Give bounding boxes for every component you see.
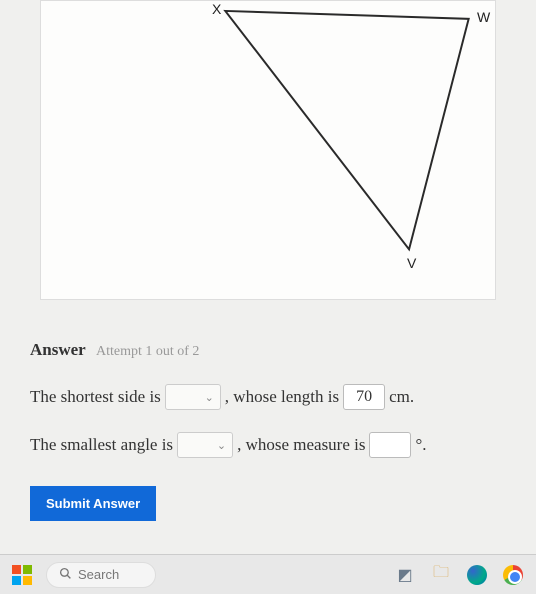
shortest-side-line: The shortest side is ⌄ , whose length is… [30, 384, 506, 410]
smallest-angle-select[interactable]: ⌄ [177, 432, 233, 458]
taskbar: Search ◩ 🗀 [0, 554, 536, 594]
line2-prefix: The smallest angle is [30, 435, 173, 455]
file-explorer-icon[interactable]: 🗀 [430, 564, 452, 586]
line1-mid: , whose length is [225, 387, 339, 407]
figure-panel: X W V [40, 0, 496, 300]
line2-unit: °. [415, 435, 426, 455]
answer-label: Answer [30, 340, 86, 359]
length-input[interactable]: 70 [343, 384, 385, 410]
search-placeholder: Search [78, 567, 119, 582]
chevron-down-icon: ⌄ [205, 391, 214, 404]
attempt-text: Attempt 1 out of 2 [96, 344, 199, 359]
task-view-icon[interactable]: ◩ [394, 564, 416, 586]
taskbar-search[interactable]: Search [46, 562, 156, 588]
submit-answer-button[interactable]: Submit Answer [30, 486, 156, 521]
vertex-label-x: X [212, 1, 221, 17]
line1-unit: cm. [389, 387, 414, 407]
windows-start-icon[interactable] [12, 565, 32, 585]
vertex-label-v: V [407, 255, 416, 271]
shortest-side-select[interactable]: ⌄ [165, 384, 221, 410]
answer-section: Answer Attempt 1 out of 2 The shortest s… [30, 340, 506, 521]
line2-mid: , whose measure is [237, 435, 365, 455]
edge-icon[interactable] [466, 564, 488, 586]
measure-input[interactable] [369, 432, 411, 458]
vertex-label-w: W [477, 9, 490, 25]
line1-prefix: The shortest side is [30, 387, 161, 407]
triangle-svg [41, 1, 495, 299]
smallest-angle-line: The smallest angle is ⌄ , whose measure … [30, 432, 506, 458]
search-icon [59, 567, 72, 583]
chevron-down-icon: ⌄ [217, 439, 226, 452]
answer-header: Answer Attempt 1 out of 2 [30, 340, 506, 360]
chrome-icon[interactable] [502, 564, 524, 586]
